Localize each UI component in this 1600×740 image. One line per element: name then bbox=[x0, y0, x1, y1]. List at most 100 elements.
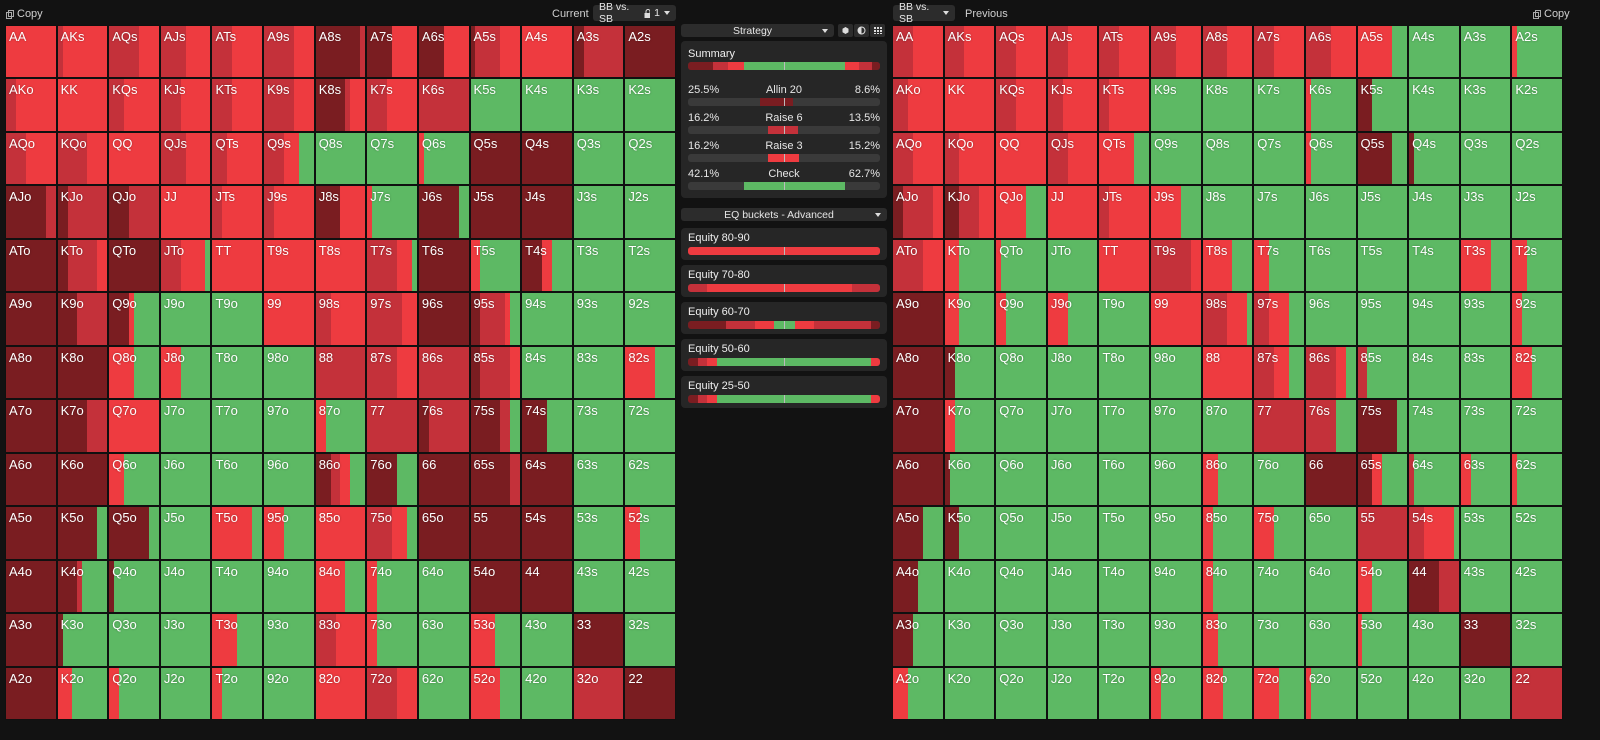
hand-cell[interactable]: A5o bbox=[5, 506, 57, 560]
hand-cell[interactable]: J2o bbox=[159, 666, 212, 720]
hand-cell[interactable]: Q8s bbox=[314, 131, 367, 186]
hand-cell[interactable]: 87s bbox=[366, 345, 418, 400]
hand-cell[interactable]: T2o bbox=[1098, 666, 1151, 720]
hand-cell[interactable]: QJs bbox=[159, 131, 212, 186]
hand-cell[interactable]: 84s bbox=[521, 345, 573, 400]
hand-cell[interactable]: 62o bbox=[1304, 666, 1357, 720]
hand-cell[interactable]: 74s bbox=[1408, 399, 1460, 453]
hand-cell[interactable]: A7s bbox=[366, 25, 418, 79]
hand-cell[interactable]: A4s bbox=[521, 25, 573, 79]
hand-cell[interactable]: J4s bbox=[521, 185, 573, 239]
hand-cell[interactable]: 87o bbox=[314, 399, 367, 453]
hand-cell[interactable]: QJo bbox=[995, 185, 1047, 239]
hand-cell[interactable]: 93o bbox=[1150, 613, 1202, 667]
hand-cell[interactable]: 86s bbox=[417, 345, 470, 400]
hand-cell[interactable]: 93s bbox=[572, 292, 625, 346]
hand-cell[interactable]: T9s bbox=[263, 238, 315, 293]
hand-cell[interactable]: K7s bbox=[366, 78, 418, 132]
hand-cell[interactable]: 42o bbox=[521, 666, 573, 720]
copy-button[interactable]: Copy bbox=[1533, 8, 1570, 20]
hand-cell[interactable]: A9o bbox=[5, 292, 57, 346]
hand-cell[interactable]: 54o bbox=[1356, 559, 1409, 614]
hand-cell[interactable]: AJs bbox=[159, 25, 212, 79]
hand-cell[interactable]: KJs bbox=[159, 78, 212, 132]
hand-cell[interactable]: AJs bbox=[1046, 25, 1099, 79]
hand-cell[interactable]: 63o bbox=[1304, 613, 1357, 667]
hand-cell[interactable]: 64s bbox=[1408, 452, 1460, 507]
hand-cell[interactable]: 33 bbox=[572, 613, 625, 667]
hand-cell[interactable]: 53s bbox=[572, 506, 625, 560]
hand-cell[interactable]: K9o bbox=[56, 292, 109, 346]
hand-cell[interactable]: ATs bbox=[211, 25, 264, 79]
hand-cell[interactable]: 42s bbox=[624, 559, 676, 614]
hand-cell[interactable]: A9s bbox=[263, 25, 315, 79]
hand-cell[interactable]: J2s bbox=[1511, 185, 1563, 239]
hand-cell[interactable]: T8s bbox=[1201, 238, 1254, 293]
hand-cell[interactable]: 73s bbox=[1459, 399, 1512, 453]
hand-cell[interactable]: T6s bbox=[417, 238, 470, 293]
hand-cell[interactable]: 92o bbox=[1150, 666, 1202, 720]
hand-cell[interactable]: 63s bbox=[572, 452, 625, 507]
hand-cell[interactable]: 43o bbox=[1408, 613, 1460, 667]
hand-cell[interactable]: A3o bbox=[5, 613, 57, 667]
hand-cell[interactable]: QTs bbox=[1098, 131, 1151, 186]
hand-cell[interactable]: Q2s bbox=[1511, 131, 1563, 186]
hand-cell[interactable]: K3s bbox=[1459, 78, 1512, 132]
hand-cell[interactable]: 77 bbox=[366, 399, 418, 453]
hand-cell[interactable]: 64o bbox=[1304, 559, 1357, 614]
strategy-select[interactable]: Strategy bbox=[681, 24, 834, 37]
hand-cell[interactable]: 44 bbox=[521, 559, 573, 614]
hand-cell[interactable]: K5o bbox=[943, 506, 996, 560]
hand-cell[interactable]: K2s bbox=[624, 78, 676, 132]
hand-cell[interactable]: J5s bbox=[469, 185, 522, 239]
hand-cell[interactable]: 66 bbox=[417, 452, 470, 507]
hand-cell[interactable]: J9s bbox=[1150, 185, 1202, 239]
hand-cell[interactable]: 83s bbox=[572, 345, 625, 400]
hand-cell[interactable]: KJo bbox=[943, 185, 996, 239]
hand-cell[interactable]: 94s bbox=[521, 292, 573, 346]
hand-cell[interactable]: 76s bbox=[417, 399, 470, 453]
hand-cell[interactable]: T4s bbox=[1408, 238, 1460, 293]
hand-cell[interactable]: A5s bbox=[469, 25, 522, 79]
hand-cell[interactable]: 44 bbox=[1408, 559, 1460, 614]
hand-cell[interactable]: A2o bbox=[5, 666, 57, 720]
hand-cell[interactable]: AQs bbox=[108, 25, 160, 79]
hand-cell[interactable]: A8s bbox=[314, 25, 367, 79]
hand-cell[interactable]: Q2o bbox=[995, 666, 1047, 720]
hand-cell[interactable]: QQ bbox=[108, 131, 160, 186]
hand-cell[interactable]: K9o bbox=[943, 292, 996, 346]
hand-cell[interactable]: 75s bbox=[469, 399, 522, 453]
hand-cell[interactable]: J7o bbox=[1046, 399, 1099, 453]
hand-cell[interactable]: AKo bbox=[892, 78, 944, 132]
hand-cell[interactable]: KTs bbox=[1098, 78, 1151, 132]
hand-cell[interactable]: K8o bbox=[56, 345, 109, 400]
hand-cell[interactable]: 53o bbox=[469, 613, 522, 667]
hand-cell[interactable]: 22 bbox=[1511, 666, 1563, 720]
hand-cell[interactable]: K3o bbox=[943, 613, 996, 667]
hand-cell[interactable]: T6s bbox=[1304, 238, 1357, 293]
hand-cell[interactable]: 42s bbox=[1511, 559, 1563, 614]
hand-cell[interactable]: K4s bbox=[521, 78, 573, 132]
hand-cell[interactable]: J6o bbox=[159, 452, 212, 507]
hand-cell[interactable]: Q7o bbox=[995, 399, 1047, 453]
hand-cell[interactable]: 77 bbox=[1253, 399, 1305, 453]
hand-cell[interactable]: 83s bbox=[1459, 345, 1512, 400]
hand-cell[interactable]: 74o bbox=[1253, 559, 1305, 614]
hand-cell[interactable]: 86s bbox=[1304, 345, 1357, 400]
hand-cell[interactable]: 63s bbox=[1459, 452, 1512, 507]
hand-cell[interactable]: KQo bbox=[943, 131, 996, 186]
hand-cell[interactable]: 53s bbox=[1459, 506, 1512, 560]
hand-cell[interactable]: 22 bbox=[624, 666, 676, 720]
hand-cell[interactable]: 32s bbox=[1511, 613, 1563, 667]
hand-cell[interactable]: J3s bbox=[1459, 185, 1512, 239]
hand-cell[interactable]: A3s bbox=[1459, 25, 1512, 79]
hand-cell[interactable]: J7s bbox=[366, 185, 418, 239]
hand-cell[interactable]: Q9o bbox=[995, 292, 1047, 346]
hand-cell[interactable]: J5o bbox=[1046, 506, 1099, 560]
hand-cell[interactable]: J6s bbox=[417, 185, 470, 239]
view-icon[interactable] bbox=[838, 24, 853, 37]
hand-cell[interactable]: A8o bbox=[5, 345, 57, 400]
hand-cell[interactable]: AQs bbox=[995, 25, 1047, 79]
hand-cell[interactable]: 65s bbox=[469, 452, 522, 507]
hand-cell[interactable]: A2s bbox=[1511, 25, 1563, 79]
